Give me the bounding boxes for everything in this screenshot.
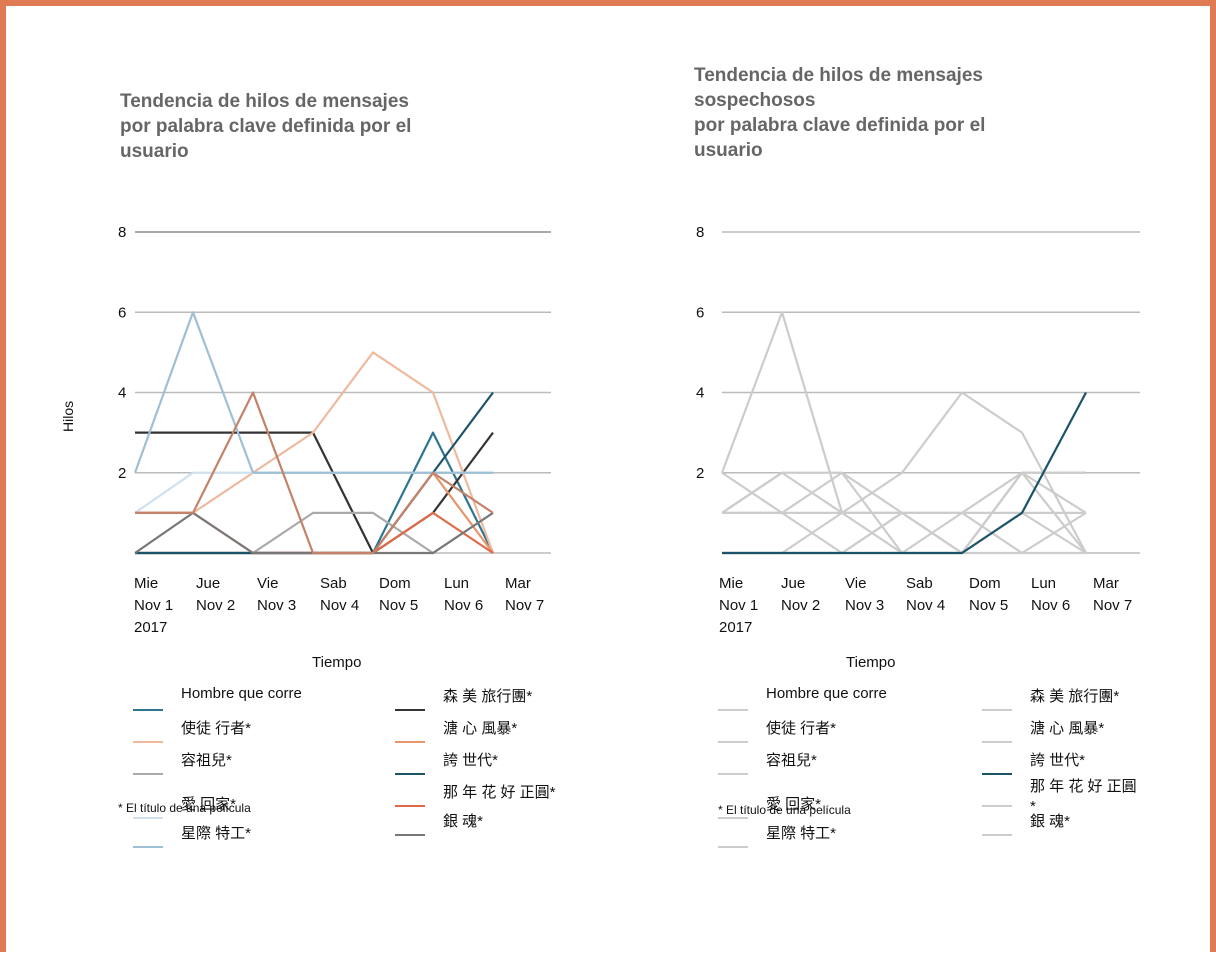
legend-swatch: [395, 709, 425, 711]
x-tick-label: Mar: [1093, 575, 1119, 592]
legend-swatch: [982, 741, 1012, 743]
legend-swatch: [133, 846, 163, 848]
x-tick-label: Dom: [379, 575, 411, 592]
series-line: [134, 511, 494, 555]
legend-label: 銀 魂*: [443, 813, 484, 830]
x-tick-label: Nov 2: [781, 597, 820, 614]
legend-label: 那 年 花 好 正圓*: [443, 784, 556, 801]
y-tick-label: 4: [118, 385, 126, 402]
x-tick-label: Lun: [1031, 575, 1056, 592]
x-tick-label: Mie: [719, 575, 743, 592]
y-tick-label: 4: [696, 385, 704, 402]
legend-swatch: [718, 741, 748, 743]
legend-label: 溏 心 風暴*: [1030, 720, 1105, 737]
x-axis-title-left: Tiempo: [312, 654, 362, 671]
y-tick-label: 2: [696, 465, 704, 482]
x-tick-label: Mie: [134, 575, 158, 592]
legend-swatch: [718, 817, 748, 819]
legend-label: 森 美 旅行團*: [443, 688, 533, 705]
x-tick-label: 2017: [134, 619, 167, 636]
y-tick-label: 6: [696, 304, 704, 321]
y-tick-label: 6: [118, 304, 126, 321]
legend-label: 愛 回家*: [181, 796, 237, 813]
x-tick-label: Dom: [969, 575, 1001, 592]
x-tick-label: Nov 5: [969, 597, 1008, 614]
series-line: [135, 351, 495, 554]
legend-swatch: [718, 773, 748, 775]
series-line: [135, 431, 494, 555]
legend-swatch: [395, 805, 425, 807]
x-tick-label: Nov 3: [257, 597, 296, 614]
legend-label: 星際 特工*: [766, 825, 837, 842]
x-tick-label: Nov 7: [505, 597, 544, 614]
x-tick-label: Nov 6: [444, 597, 483, 614]
x-tick-label: Sab: [320, 575, 347, 592]
legend-label: 誇 世代*: [1030, 752, 1086, 769]
series-line: [135, 511, 494, 555]
legend-label: 使徒 行者*: [766, 720, 837, 737]
x-tick-label: Mar: [505, 575, 531, 592]
legend-label: 容祖兒*: [766, 752, 817, 769]
legend-swatch: [718, 709, 748, 711]
legend-swatch: [133, 709, 163, 711]
legend-swatch: [395, 773, 425, 775]
x-tick-label: Nov 2: [196, 597, 235, 614]
x-tick-label: Vie: [845, 575, 866, 592]
legend-swatch: [133, 817, 163, 819]
x-tick-label: Nov 3: [845, 597, 884, 614]
x-tick-label: Nov 1: [134, 597, 173, 614]
footnote-left: * El título de una película: [118, 801, 251, 815]
x-axis-title-right: Tiempo: [846, 654, 896, 671]
legend-swatch: [982, 773, 1012, 775]
x-tick-label: Vie: [257, 575, 278, 592]
legend-label: 使徒 行者*: [181, 720, 252, 737]
legend-swatch: [395, 741, 425, 743]
legend-label: 星際 特工*: [181, 825, 252, 842]
legend-swatch: [982, 834, 1012, 836]
series-line: [135, 511, 494, 555]
legend-label: Hombre que corre: [766, 685, 887, 702]
legend-label: 溏 心 風暴*: [443, 720, 518, 737]
x-tick-label: Nov 6: [1031, 597, 1070, 614]
series-line: [135, 391, 494, 555]
legend-label: 銀 魂*: [1030, 813, 1071, 830]
series-line: [135, 431, 494, 555]
legend-label: 愛 回家*: [766, 796, 822, 813]
legend-swatch: [395, 834, 425, 836]
x-tick-label: Nov 1: [719, 597, 758, 614]
legend-label: Hombre que corre: [181, 685, 302, 702]
x-tick-label: Sab: [906, 575, 933, 592]
chart-title-left: Tendencia de hilos de mensajes por palab…: [120, 91, 412, 162]
series-line: [720, 311, 1087, 554]
chart-title-right: Tendencia de hilos de mensajes sospechos…: [694, 65, 986, 161]
series-line: [722, 391, 1087, 555]
legend-label: 那 年 花 好 正圓*: [1030, 778, 1137, 815]
x-tick-label: Lun: [444, 575, 469, 592]
x-tick-label: Nov 5: [379, 597, 418, 614]
x-tick-label: Nov 4: [906, 597, 945, 614]
x-tick-label: Jue: [196, 575, 220, 592]
y-tick-label: 8: [118, 224, 126, 241]
x-tick-label: Jue: [781, 575, 805, 592]
series-line: [134, 471, 493, 514]
legend-swatch: [982, 709, 1012, 711]
x-tick-label: Nov 7: [1093, 597, 1132, 614]
legend-swatch: [982, 805, 1012, 807]
legend-swatch: [133, 741, 163, 743]
y-tick-label: 8: [696, 224, 704, 241]
x-tick-label: Nov 4: [320, 597, 359, 614]
footnote-right: * El título de una película: [718, 803, 851, 817]
legend-swatch: [133, 773, 163, 775]
legend-swatch: [718, 846, 748, 848]
legend-label: 誇 世代*: [443, 752, 499, 769]
legend-label: 容祖兒*: [181, 752, 232, 769]
legend-label: 森 美 旅行團*: [1030, 688, 1120, 705]
y-tick-label: 2: [118, 465, 126, 482]
x-tick-label: 2017: [719, 619, 752, 636]
